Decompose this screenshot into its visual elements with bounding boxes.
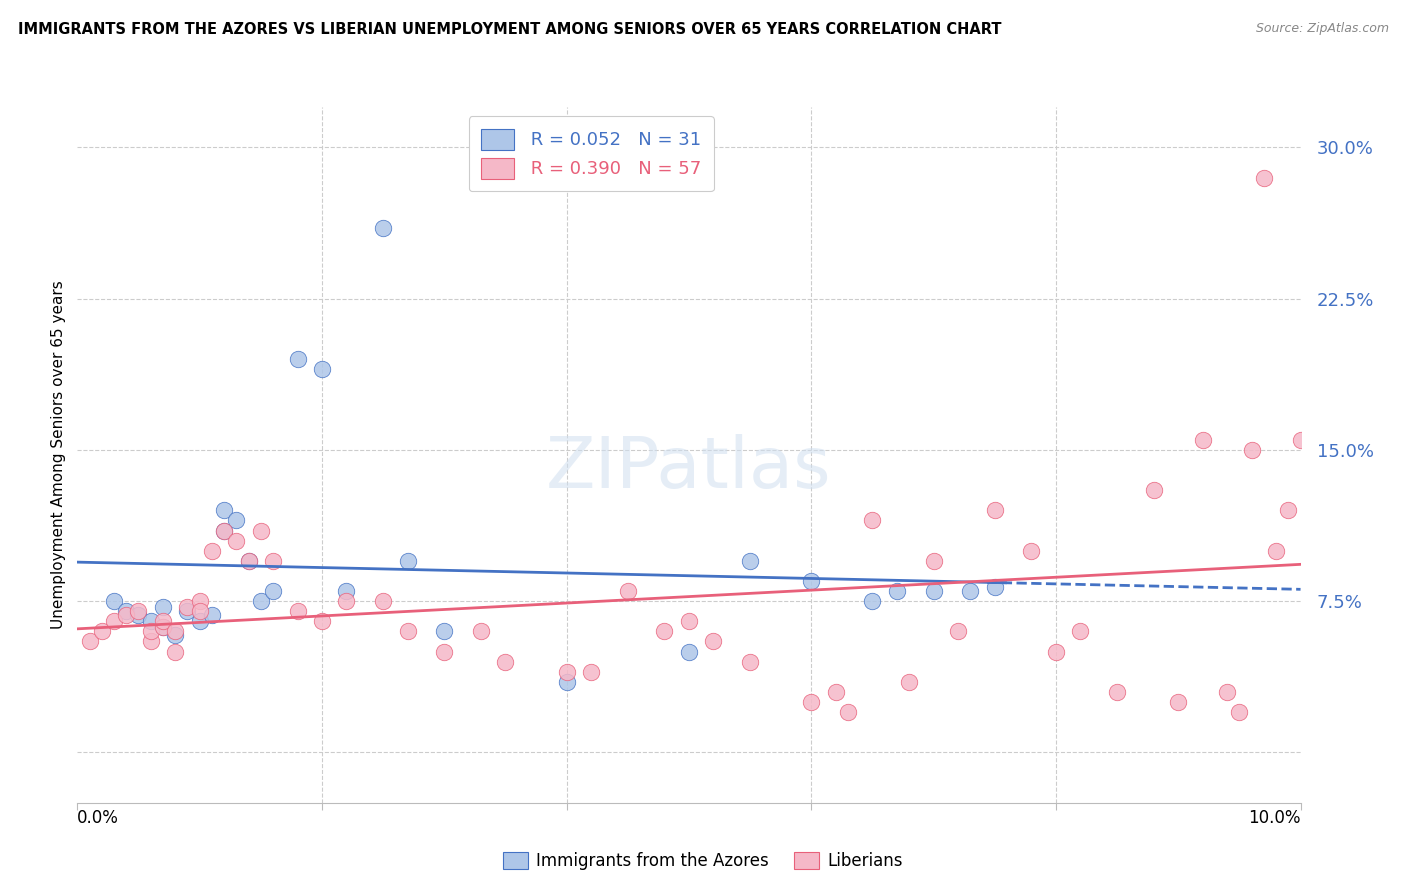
- Point: [165, 624, 187, 639]
- Point: [837, 705, 859, 719]
- Point: [152, 620, 174, 634]
- Point: [654, 624, 676, 639]
- Point: [201, 608, 224, 623]
- Point: [800, 574, 823, 588]
- Text: IMMIGRANTS FROM THE AZORES VS LIBERIAN UNEMPLOYMENT AMONG SENIORS OVER 65 YEARS : IMMIGRANTS FROM THE AZORES VS LIBERIAN U…: [18, 22, 1002, 37]
- Point: [250, 594, 273, 608]
- Point: [262, 554, 284, 568]
- Point: [922, 554, 945, 568]
- Point: [212, 503, 235, 517]
- Text: ZIPatlas: ZIPatlas: [546, 434, 832, 503]
- Point: [225, 533, 247, 548]
- Point: [139, 624, 162, 639]
- Point: [800, 695, 823, 709]
- Point: [165, 628, 187, 642]
- Point: [495, 655, 517, 669]
- Point: [139, 615, 162, 629]
- Point: [1143, 483, 1166, 498]
- Point: [115, 608, 138, 623]
- Point: [1021, 543, 1043, 558]
- Point: [201, 543, 224, 558]
- Point: [1045, 644, 1067, 658]
- Y-axis label: Unemployment Among Seniors over 65 years: Unemployment Among Seniors over 65 years: [51, 281, 66, 629]
- Point: [984, 503, 1007, 517]
- Point: [103, 615, 125, 629]
- Legend: Immigrants from the Azores, Liberians: Immigrants from the Azores, Liberians: [496, 845, 910, 877]
- Point: [1289, 433, 1312, 447]
- Point: [238, 554, 260, 568]
- Point: [287, 352, 309, 367]
- Point: [212, 524, 235, 538]
- Point: [1216, 685, 1239, 699]
- Point: [1191, 433, 1213, 447]
- Point: [188, 594, 211, 608]
- Point: [1167, 695, 1189, 709]
- Point: [984, 580, 1007, 594]
- Point: [152, 600, 174, 615]
- Point: [1240, 442, 1263, 457]
- Point: [176, 604, 198, 618]
- Point: [740, 554, 762, 568]
- Point: [1229, 705, 1251, 719]
- Point: [824, 685, 846, 699]
- Point: [433, 644, 456, 658]
- Point: [250, 524, 273, 538]
- Point: [862, 513, 884, 527]
- Point: [152, 615, 174, 629]
- Point: [433, 624, 456, 639]
- Point: [555, 665, 578, 679]
- Point: [212, 524, 235, 538]
- Point: [311, 615, 333, 629]
- Point: [165, 644, 187, 658]
- Point: [396, 554, 419, 568]
- Point: [959, 584, 981, 599]
- Point: [579, 665, 602, 679]
- Point: [740, 655, 762, 669]
- Point: [127, 604, 149, 618]
- Point: [1069, 624, 1091, 639]
- Point: [287, 604, 309, 618]
- Point: [79, 634, 101, 648]
- Point: [678, 615, 700, 629]
- Point: [103, 594, 125, 608]
- Text: Source: ZipAtlas.com: Source: ZipAtlas.com: [1256, 22, 1389, 36]
- Point: [188, 604, 211, 618]
- Point: [90, 624, 112, 639]
- Point: [262, 584, 284, 599]
- Point: [225, 513, 247, 527]
- Point: [115, 604, 138, 618]
- Point: [1253, 170, 1275, 185]
- Point: [617, 584, 640, 599]
- Point: [371, 594, 394, 608]
- Point: [127, 608, 149, 623]
- Point: [176, 600, 198, 615]
- Point: [311, 362, 333, 376]
- Point: [946, 624, 969, 639]
- Point: [862, 594, 884, 608]
- Point: [188, 615, 211, 629]
- Point: [238, 554, 260, 568]
- Point: [678, 644, 700, 658]
- Point: [470, 624, 492, 639]
- Point: [555, 674, 578, 689]
- Legend:  R = 0.052   N = 31,  R = 0.390   N = 57: R = 0.052 N = 31, R = 0.390 N = 57: [468, 116, 713, 191]
- Text: 10.0%: 10.0%: [1249, 809, 1301, 827]
- Point: [396, 624, 419, 639]
- Point: [152, 620, 174, 634]
- Point: [139, 634, 162, 648]
- Text: 0.0%: 0.0%: [77, 809, 120, 827]
- Point: [922, 584, 945, 599]
- Point: [702, 634, 724, 648]
- Point: [335, 584, 357, 599]
- Point: [335, 594, 357, 608]
- Point: [1277, 503, 1299, 517]
- Point: [898, 674, 921, 689]
- Point: [371, 221, 394, 235]
- Point: [1265, 543, 1288, 558]
- Point: [886, 584, 908, 599]
- Point: [1107, 685, 1129, 699]
